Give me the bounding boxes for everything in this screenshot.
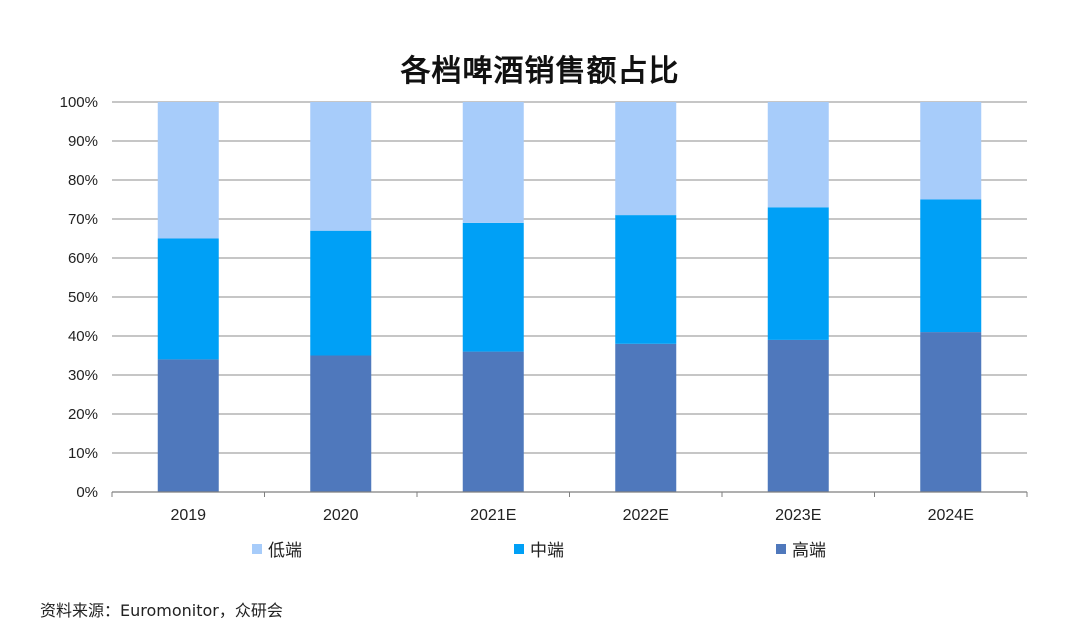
- y-tick-label: 60%: [68, 250, 98, 267]
- x-tick-label: 2021E: [470, 507, 516, 524]
- bar-segment-中端-2024E: [920, 199, 982, 333]
- bar-segment-低端-2024E: [920, 102, 982, 200]
- x-tick-label: 2019: [170, 507, 206, 524]
- bar-segment-中端-2022E: [615, 215, 677, 344]
- bar-segment-低端-2020: [310, 102, 372, 231]
- bar-segment-低端-2022E: [615, 102, 677, 216]
- y-tick-label: 40%: [68, 328, 98, 345]
- legend-item: 高端: [776, 536, 826, 561]
- legend-swatch: [776, 543, 786, 554]
- bar-segment-中端-2019: [157, 238, 219, 360]
- bar-segment-高端-2021E: [462, 351, 524, 492]
- legend-item: 低端: [252, 536, 302, 561]
- bar-segment-中端-2023E: [767, 207, 829, 340]
- bar-segment-高端-2019: [157, 359, 219, 492]
- bar-segment-高端-2023E: [767, 339, 829, 492]
- x-tick-label: 2020: [323, 507, 359, 524]
- y-tick-label: 90%: [68, 133, 98, 150]
- bar-segment-中端-2020: [310, 230, 372, 356]
- x-tick-label: 2022E: [623, 507, 669, 524]
- source-note: 资料来源：Euromonitor，众研会: [40, 601, 283, 620]
- bar-segment-高端-2024E: [920, 332, 982, 492]
- x-tick-label: 2024E: [928, 507, 974, 524]
- legend-swatch: [252, 543, 262, 554]
- legend: 低端 中端 高端: [0, 536, 1080, 561]
- y-tick-label: 100%: [60, 94, 98, 111]
- bar-segment-高端-2022E: [615, 343, 677, 492]
- bars: [157, 102, 982, 492]
- x-tick-label: 2023E: [775, 507, 821, 524]
- axes: 0% 10% 20% 30% 40% 50% 60% 70% 80% 90% 100% 2019 202…: [60, 94, 1028, 524]
- legend-item: 中端: [514, 536, 564, 561]
- y-tick-label: 10%: [68, 445, 98, 462]
- y-tick-label: 30%: [68, 367, 98, 384]
- y-tick-label: 50%: [68, 289, 98, 306]
- y-tick-label: 20%: [68, 406, 98, 423]
- legend-label: 低端: [268, 541, 302, 561]
- bar-segment-低端-2019: [157, 102, 219, 239]
- bar-segment-高端-2020: [310, 355, 372, 492]
- chart-title: 各档啤酒销售额占比: [400, 54, 680, 89]
- legend-label: 中端: [530, 541, 564, 561]
- bar-segment-低端-2023E: [767, 102, 829, 208]
- legend-label: 高端: [792, 541, 826, 561]
- y-tick-label: 0%: [76, 484, 98, 501]
- y-tick-label: 80%: [68, 172, 98, 189]
- legend-swatch: [514, 543, 524, 554]
- y-tick-label: 70%: [68, 211, 98, 228]
- bar-segment-中端-2021E: [462, 222, 524, 352]
- gridlines: [112, 101, 1027, 454]
- bar-segment-低端-2021E: [462, 102, 524, 223]
